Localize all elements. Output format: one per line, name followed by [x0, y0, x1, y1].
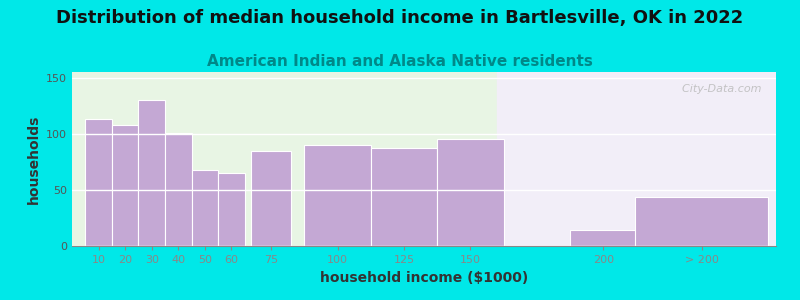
Bar — [570, 230, 637, 246]
Bar — [371, 148, 438, 246]
Bar — [86, 119, 112, 246]
Bar — [72, 72, 497, 246]
Bar — [438, 140, 504, 246]
Text: Distribution of median household income in Bartlesville, OK in 2022: Distribution of median household income … — [56, 9, 744, 27]
Bar — [112, 125, 138, 246]
Text: American Indian and Alaska Native residents: American Indian and Alaska Native reside… — [207, 54, 593, 69]
Bar — [165, 133, 191, 246]
Bar — [191, 170, 218, 246]
Bar — [497, 72, 776, 246]
Bar — [218, 173, 245, 246]
Y-axis label: households: households — [26, 114, 41, 204]
Bar — [138, 100, 165, 246]
Bar — [305, 145, 371, 246]
Bar — [251, 151, 291, 246]
Text: City-Data.com: City-Data.com — [675, 84, 762, 94]
Bar — [635, 196, 768, 246]
X-axis label: household income ($1000): household income ($1000) — [320, 271, 528, 285]
